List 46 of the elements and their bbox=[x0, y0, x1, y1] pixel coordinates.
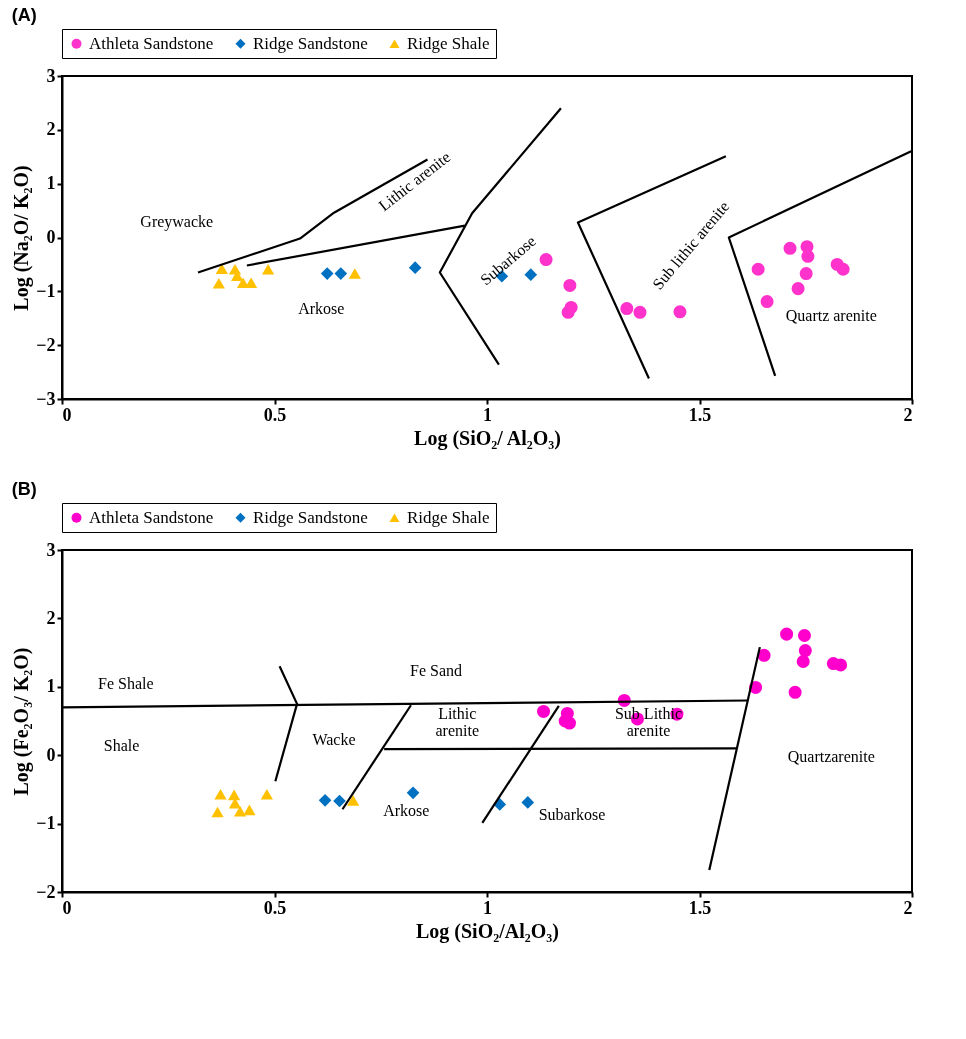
y-tick-label: −1 bbox=[36, 813, 56, 834]
legend-label: Ridge Sandstone bbox=[253, 507, 368, 527]
x-axis-title: Log (SiO₂/ Al₂O₃) bbox=[414, 426, 561, 450]
y-tick-label: −2 bbox=[36, 881, 56, 902]
y-tick-label: 0 bbox=[46, 227, 56, 247]
x-tick-label: 2 bbox=[903, 897, 913, 918]
annotation: Quartzarenite bbox=[787, 747, 875, 765]
annotation: Lithic arenite bbox=[435, 705, 480, 740]
annotation: Arkose bbox=[298, 299, 345, 317]
x-tick-label: 0 bbox=[62, 404, 72, 425]
legend-label: Ridge Sandstone bbox=[253, 33, 368, 53]
annotation: Arkose bbox=[383, 802, 430, 820]
x-tick-label: 1 bbox=[483, 404, 492, 425]
legend-label: Ridge Shale bbox=[407, 507, 490, 527]
y-tick-label: 2 bbox=[46, 607, 56, 628]
annotation: Quartz arenite bbox=[785, 306, 877, 324]
x-tick-label: 0.5 bbox=[263, 897, 287, 918]
annotation: Subarkose bbox=[538, 806, 606, 824]
annotation: Fe Sand bbox=[410, 662, 462, 680]
y-axis-title: Log (Fe₂O₃/ K₂O) bbox=[10, 647, 34, 796]
y-axis-title: Log (Na₂O/ K₂O) bbox=[10, 165, 34, 311]
legend-label: Athleta Sandstone bbox=[89, 33, 214, 53]
chart-title: (A) bbox=[11, 4, 37, 25]
x-tick-label: 1 bbox=[483, 897, 492, 918]
y-tick-label: 3 bbox=[46, 65, 56, 86]
y-tick-label: 1 bbox=[46, 173, 56, 194]
y-tick-label: 1 bbox=[46, 676, 56, 697]
annotation: Wacke bbox=[312, 731, 356, 749]
y-tick-label: −1 bbox=[36, 280, 56, 301]
x-axis-title: Log (SiO₂/Al₂O₃) bbox=[416, 919, 559, 943]
annotation: Greywacke bbox=[140, 213, 214, 232]
y-tick-label: 2 bbox=[46, 119, 56, 140]
annotation: Shale bbox=[103, 737, 140, 755]
legend-label: Athleta Sandstone bbox=[89, 507, 214, 527]
y-tick-label: 0 bbox=[46, 744, 56, 765]
x-tick-label: 1.5 bbox=[688, 404, 712, 425]
y-tick-label: −2 bbox=[36, 334, 56, 355]
chart-title: (B) bbox=[11, 478, 37, 499]
x-tick-label: 0.5 bbox=[263, 404, 287, 425]
x-tick-label: 1.5 bbox=[688, 897, 712, 918]
annotation: Fe Shale bbox=[97, 675, 154, 693]
x-tick-label: 2 bbox=[903, 404, 913, 425]
y-tick-label: 3 bbox=[46, 539, 56, 560]
x-tick-label: 0 bbox=[62, 897, 72, 918]
y-tick-label: −3 bbox=[36, 388, 56, 409]
legend-label: Ridge Shale bbox=[407, 33, 490, 53]
